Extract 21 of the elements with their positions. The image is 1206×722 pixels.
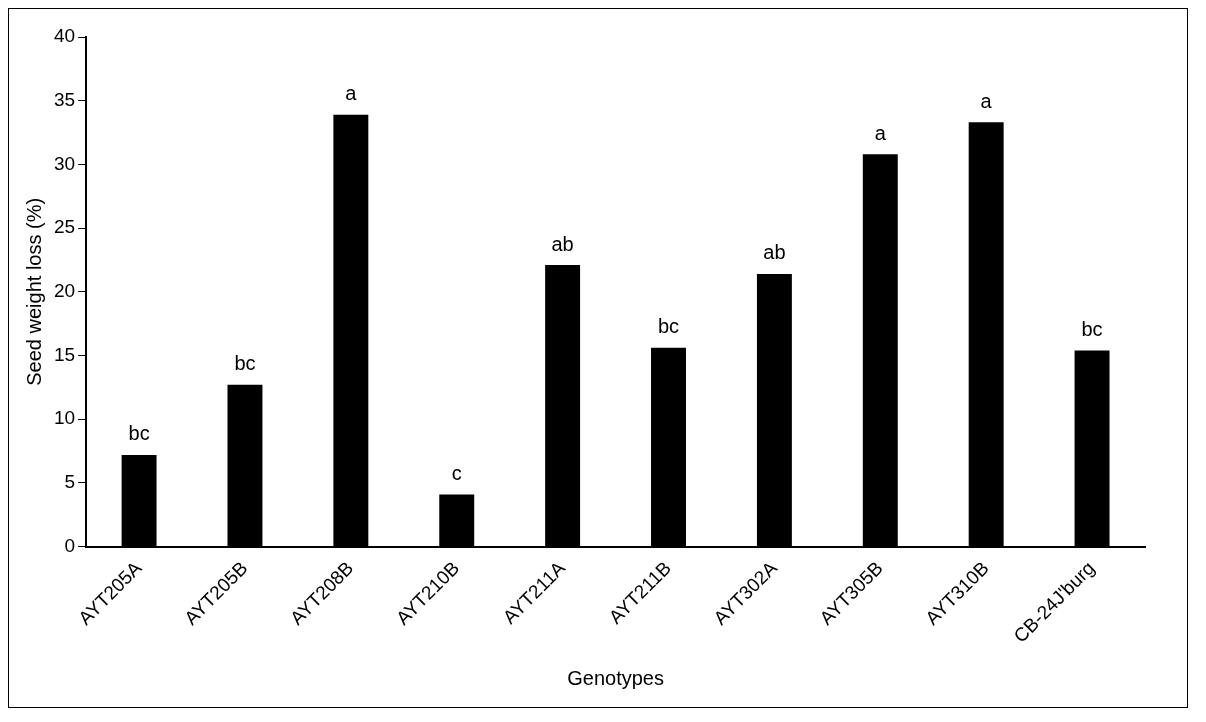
y-tick-label: 20: [53, 280, 76, 302]
annotation: bc: [1081, 317, 1103, 340]
x-axis-title: Genotypes: [567, 666, 664, 689]
annotation: c: [451, 461, 462, 484]
y-tick-label: 15: [53, 343, 76, 365]
y-axis-title: Seed weight loss (%): [22, 197, 45, 386]
annotation: a: [874, 121, 887, 144]
y-tick-label: 10: [53, 407, 76, 429]
y-tick-label: 35: [53, 88, 76, 110]
annotation: a: [345, 82, 358, 105]
annotation: a: [980, 89, 993, 112]
y-tick-label: 0: [64, 534, 76, 556]
y-tick-label: 25: [53, 216, 76, 238]
y-tick-label: 30: [53, 152, 76, 174]
annotation: bc: [128, 422, 150, 445]
y-tick-label: 40: [53, 25, 76, 47]
annotation: bc: [657, 315, 680, 338]
annotation: bc: [234, 352, 256, 375]
y-tick-label: 5: [64, 471, 76, 493]
annotation: ab: [763, 241, 786, 264]
annotation: ab: [551, 232, 574, 255]
